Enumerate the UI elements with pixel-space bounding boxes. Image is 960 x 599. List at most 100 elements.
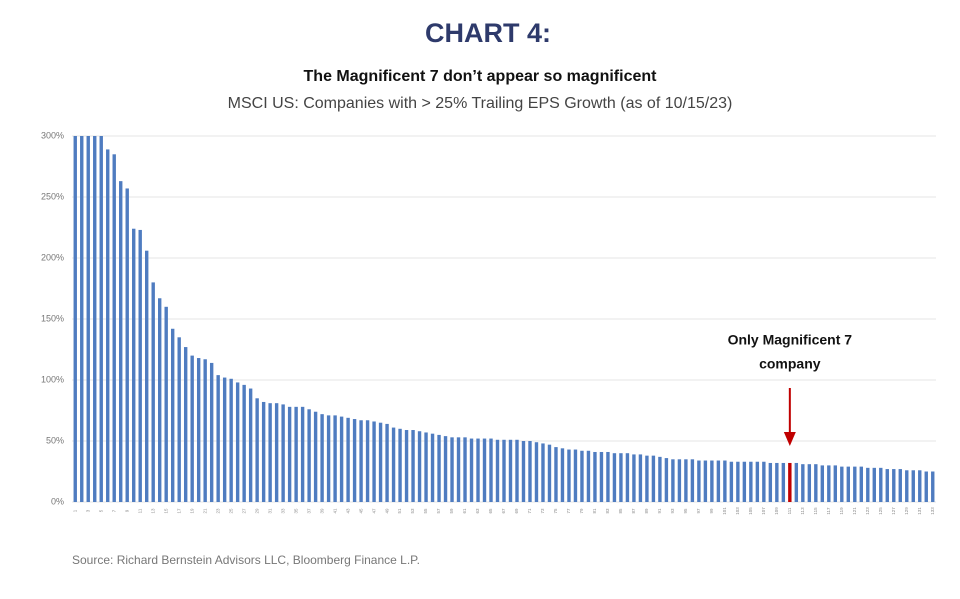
annotation-arrowhead [783, 432, 796, 446]
bar [658, 456, 662, 502]
x-tick-label: 27 [241, 508, 246, 514]
x-tick-label: 91 [657, 508, 662, 514]
x-tick-label: 13 [150, 508, 155, 514]
bar [632, 454, 636, 502]
x-tick-label: 73 [540, 508, 545, 514]
x-tick-label: 47 [371, 508, 376, 514]
bar [216, 375, 220, 502]
annotation-text: Only Magnificent 7 [728, 332, 853, 348]
bar [833, 465, 838, 502]
bar [859, 466, 863, 502]
bar [827, 465, 831, 502]
bar [794, 462, 799, 502]
x-tick-label: 83 [605, 508, 610, 514]
bar [495, 439, 500, 502]
y-tick-label: 300% [41, 130, 64, 140]
x-tick-label: 87 [631, 508, 636, 514]
bar [287, 406, 292, 502]
bar [677, 459, 682, 502]
bar [729, 461, 734, 502]
x-tick-label: 129 [904, 507, 909, 515]
x-tick-label: 19 [189, 508, 194, 514]
y-tick-label: 250% [41, 191, 64, 201]
bar [294, 406, 298, 502]
bar [378, 422, 383, 502]
bar [398, 428, 402, 502]
x-tick-label: 115 [813, 507, 818, 515]
x-tick-label: 25 [228, 508, 233, 514]
bar [170, 328, 175, 502]
bar [424, 432, 428, 502]
bar [203, 359, 207, 502]
bar [905, 470, 909, 502]
bar [697, 460, 701, 502]
bar [229, 378, 233, 502]
annotation-text: company [759, 356, 821, 372]
bar [261, 401, 266, 502]
x-tick-label: 133 [930, 507, 935, 515]
x-tick-label: 95 [683, 508, 688, 514]
x-tick-label: 97 [696, 508, 701, 514]
bar [145, 250, 149, 502]
bar [534, 442, 539, 502]
bar [846, 466, 851, 502]
x-tick-label: 15 [163, 508, 168, 514]
bar [93, 136, 97, 502]
x-tick-label: 37 [306, 508, 311, 514]
x-tick-label: 31 [267, 508, 272, 514]
bar [508, 439, 513, 502]
bar [762, 461, 766, 502]
bar [723, 460, 727, 502]
bar [651, 455, 656, 502]
bar [671, 459, 675, 502]
bar [333, 415, 337, 502]
x-tick-label: 33 [280, 508, 285, 514]
bar [840, 466, 844, 502]
bar [281, 404, 285, 502]
x-tick-label: 79 [579, 508, 584, 514]
x-tick-label: 105 [748, 507, 753, 515]
bar [866, 467, 870, 502]
x-tick-label: 41 [332, 508, 337, 514]
bar [99, 136, 103, 502]
bar [931, 471, 935, 502]
x-tick-label: 127 [891, 507, 896, 515]
x-tick-label: 117 [826, 507, 831, 515]
bar [196, 358, 201, 502]
y-tick-label: 150% [41, 313, 64, 323]
bar [307, 409, 311, 502]
bar [703, 460, 708, 502]
bar [391, 427, 396, 502]
bar [820, 465, 825, 502]
source-note: Source: Richard Bernstein Advisors LLC, … [72, 553, 420, 567]
chart-title: CHART 4: [425, 18, 551, 48]
bar [560, 448, 565, 502]
bar [222, 377, 227, 502]
bar [119, 181, 123, 502]
bar [73, 136, 77, 502]
x-tick-label: 123 [865, 507, 870, 515]
bar [476, 438, 480, 502]
bar [320, 414, 324, 502]
bar [781, 462, 786, 502]
bar [684, 459, 688, 502]
x-tick-label: 111 [787, 507, 792, 514]
bar [710, 460, 714, 502]
bar [599, 451, 604, 502]
bar [645, 455, 649, 502]
x-tick-label: 5 [98, 509, 103, 512]
bar [814, 464, 818, 502]
x-tick-label: 1 [72, 509, 77, 512]
bar [755, 461, 760, 502]
x-tick-label: 101 [722, 507, 727, 515]
x-tick-label: 99 [709, 508, 714, 514]
x-tick-label: 39 [319, 508, 324, 514]
x-tick-label: 49 [384, 508, 389, 514]
bar [183, 347, 188, 502]
bar [736, 461, 740, 502]
bar [593, 451, 597, 502]
bar [157, 298, 162, 502]
x-tick-label: 59 [449, 508, 454, 514]
x-tick-label: 23 [215, 508, 220, 514]
